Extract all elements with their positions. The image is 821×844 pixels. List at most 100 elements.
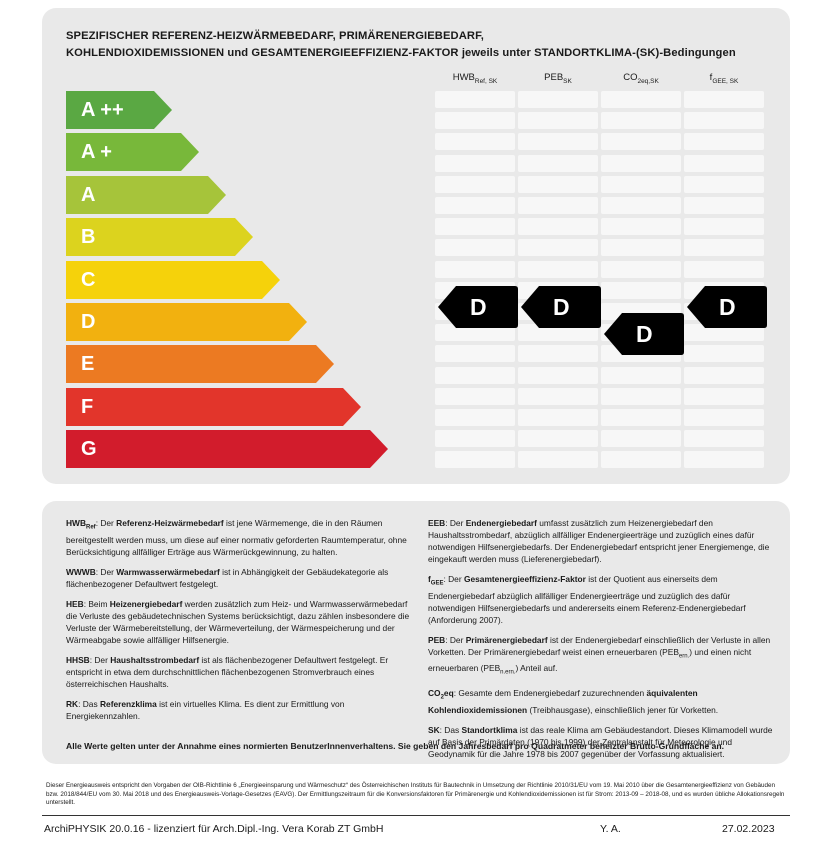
- legend-right-column: EEB: Der Endenergiebedarf umfasst zusätz…: [428, 517, 774, 768]
- band-arrow: [66, 430, 388, 469]
- grid-cell: [601, 175, 681, 193]
- grid-cell: [518, 260, 598, 278]
- grid-cell: [601, 218, 681, 236]
- grid-cell: [435, 112, 515, 130]
- grid-cell: [518, 133, 598, 151]
- column-header-co2: CO2eq,SK: [623, 72, 659, 85]
- marker-label: D: [553, 294, 570, 320]
- marker-arrow: [604, 313, 684, 355]
- grid-cell: [601, 260, 681, 278]
- band-arrow: [66, 218, 253, 257]
- legend-peb: PEB: Der Primärenergiebedarf ist der End…: [428, 634, 771, 677]
- grid-cell: [518, 430, 598, 448]
- grid-cell: [684, 260, 764, 278]
- grid-cell: [684, 112, 764, 130]
- grid-cell: [435, 451, 515, 469]
- band-label: E: [81, 353, 95, 376]
- band-arrow: [66, 91, 172, 129]
- grid-cell: [518, 239, 598, 257]
- rating-marker: D: [604, 313, 684, 355]
- grid-cell: [518, 324, 598, 342]
- grid-cell: [435, 366, 515, 384]
- band-arrow: [66, 133, 199, 172]
- column-header-hwb: HWBRef, SK: [452, 72, 498, 85]
- grid-cell: [601, 197, 681, 214]
- column-header-fgee: fGEE, SK: [709, 72, 739, 85]
- band-arrow: [66, 175, 226, 214]
- grid-cell: [684, 175, 764, 193]
- grid-cell: [684, 133, 764, 151]
- marker-arrow: [687, 286, 767, 328]
- band-label: A ++: [81, 99, 124, 121]
- grid-cell: [518, 112, 598, 130]
- author-initials: Y. A.: [600, 823, 621, 835]
- grid-cell: [435, 345, 515, 363]
- grid-cell: [684, 218, 764, 236]
- marker-label: D: [636, 321, 653, 347]
- grid-cell: [518, 91, 598, 108]
- band-label: F: [81, 395, 94, 418]
- grid-cell: [435, 218, 515, 236]
- grid-cell: [684, 197, 764, 214]
- grid-cell: [684, 324, 764, 342]
- grid-cell: [684, 345, 764, 363]
- grid-cell: [601, 451, 681, 469]
- panel-title: SPEZIFISCHER REFERENZ-HEIZWÄRMEBEDARF, P…: [66, 30, 736, 59]
- grid-cell: [601, 409, 681, 426]
- grid-cell: [518, 218, 598, 236]
- marker-arrow: [521, 286, 601, 328]
- assumption-note: Alle Werte gelten unter der Annahme eine…: [66, 741, 725, 751]
- legend-heb: HEB: Beim Heizenergiebedarf werden zusät…: [66, 598, 410, 645]
- legend-eeb: EEB: Der Endenergiebedarf umfasst zusätz…: [428, 518, 770, 564]
- document-date: 27.02.2023: [722, 823, 775, 835]
- legend-panel: HWBRef: Der Referenz-Heizwärmebedarf ist…: [42, 501, 790, 764]
- band-arrow: [66, 303, 307, 341]
- rating-marker: D: [438, 286, 518, 328]
- marker-label: D: [719, 294, 736, 320]
- legend-rk: RK: Das Referenzklima ist ein virtuelles…: [66, 698, 345, 721]
- grid-cell: [435, 239, 515, 257]
- efficiency-band: A +: [66, 133, 199, 172]
- legend-left-column: HWBRef: Der Referenz-Heizwärmebedarf ist…: [66, 517, 412, 730]
- software-license: ArchiPHYSIK 20.0.16 - lizenziert für Arc…: [44, 823, 384, 835]
- grid-cell: [435, 409, 515, 426]
- grid-cell: [435, 197, 515, 214]
- legend-co2: CO2eq: Gesamte dem Endenergiebedarf zuzu…: [428, 688, 719, 715]
- grid-cell: [435, 260, 515, 278]
- grid-cell: [518, 154, 598, 172]
- grid-cell: [601, 91, 681, 108]
- marker-label: D: [470, 294, 487, 320]
- grid-cell: [435, 430, 515, 448]
- grid-cell: [601, 112, 681, 130]
- grid-cell: [684, 387, 764, 405]
- efficiency-band: E: [66, 345, 334, 384]
- rating-marker: D: [521, 286, 601, 328]
- grid-cell: [518, 175, 598, 193]
- band-label: C: [81, 268, 96, 291]
- grid-cell: [684, 409, 764, 426]
- grid-cell: [518, 197, 598, 214]
- legend-sk: SK: Das Standortklima ist das reale Klim…: [428, 724, 773, 759]
- band-label: G: [81, 438, 97, 461]
- grid-cell: [518, 366, 598, 384]
- grid-cell: [518, 345, 598, 363]
- energy-rating-panel: SPEZIFISCHER REFERENZ-HEIZWÄRMEBEDARF, P…: [42, 8, 790, 484]
- grid-cell: [518, 387, 598, 405]
- band-label: A +: [81, 141, 112, 164]
- band-arrow: [66, 345, 334, 384]
- grid-cell: [684, 91, 764, 108]
- grid-cell: [684, 239, 764, 257]
- band-arrow: [66, 387, 361, 426]
- legend-hwb: HWBRef: Der Referenz-Heizwärmebedarf ist…: [66, 518, 407, 557]
- grid-cell: [601, 154, 681, 172]
- rating-marker: D: [687, 286, 767, 328]
- grid-cell: [435, 154, 515, 172]
- grid-cell: [601, 387, 681, 405]
- grid-cell: [435, 133, 515, 151]
- grid-cell: [601, 133, 681, 151]
- grid-cell: [684, 154, 764, 172]
- efficiency-band: C: [66, 260, 280, 299]
- band-label: B: [81, 226, 96, 249]
- grid-cell: [518, 409, 598, 426]
- efficiency-band: G: [66, 430, 388, 469]
